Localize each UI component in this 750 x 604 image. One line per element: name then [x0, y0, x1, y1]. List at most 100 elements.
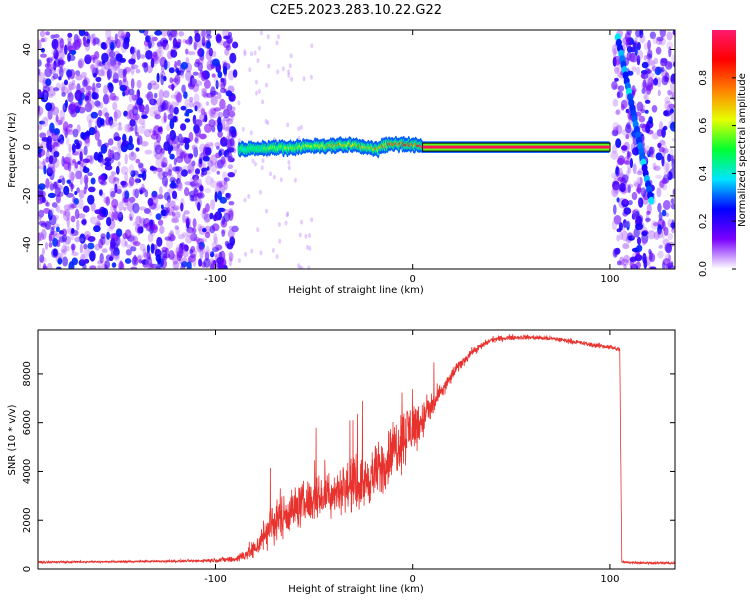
noise-blob	[94, 125, 98, 134]
noise-blob	[156, 41, 163, 47]
noise-blob	[75, 70, 81, 76]
noise-blob	[166, 106, 173, 114]
noise-blob	[110, 242, 115, 250]
noise-blob	[623, 263, 627, 269]
noise-blob	[168, 84, 176, 90]
noise-blob	[181, 246, 186, 254]
noise-blob	[132, 235, 139, 245]
noise-blob	[137, 173, 145, 178]
noise-blob	[68, 171, 75, 181]
noise-blob	[60, 245, 68, 256]
noise-blob	[138, 30, 145, 34]
x-tick-label: -100	[204, 574, 227, 585]
noise-blob	[174, 225, 179, 230]
noise-blob	[287, 165, 291, 171]
noise-blob	[221, 229, 226, 237]
noise-blob	[43, 36, 48, 43]
noise-blob	[169, 153, 175, 160]
noise-blob	[196, 48, 202, 57]
noise-blob	[200, 30, 206, 38]
noise-blob	[75, 170, 82, 180]
noise-blob	[59, 38, 65, 49]
noise-blob	[43, 164, 47, 175]
noise-blob	[77, 58, 85, 69]
noise-blob	[110, 65, 117, 74]
noise-blob	[617, 155, 625, 165]
noise-blob	[59, 49, 65, 59]
noise-blob	[138, 258, 142, 264]
noise-blob	[265, 82, 268, 88]
noise-blob	[202, 155, 210, 162]
noise-blob	[639, 30, 644, 39]
noise-blob	[104, 112, 110, 118]
noise-blob	[119, 35, 124, 41]
noise-blob	[129, 216, 133, 221]
noise-blob	[113, 177, 120, 182]
noise-blob	[112, 176, 120, 187]
noise-blob	[108, 174, 117, 184]
noise-blob	[202, 92, 209, 99]
noise-blob	[286, 211, 290, 217]
noise-blob	[200, 108, 206, 115]
noise-blob	[38, 39, 42, 51]
noise-blob	[111, 198, 119, 209]
noise-blob	[79, 243, 83, 254]
noise-blob	[612, 182, 617, 189]
noise-blob	[162, 41, 166, 50]
noise-blob	[87, 172, 93, 177]
noise-blob	[275, 40, 279, 46]
noise-blob	[83, 243, 88, 250]
noise-blob	[232, 41, 239, 49]
noise-blob	[211, 58, 220, 67]
noise-blob	[222, 108, 230, 119]
noise-blob	[208, 47, 213, 57]
noise-blob	[194, 32, 201, 43]
noise-blob	[185, 48, 189, 55]
colorbar-tick-label: 0.6	[698, 118, 709, 134]
noise-blob	[67, 70, 71, 81]
noise-blob	[166, 123, 171, 132]
noise-blob	[641, 61, 649, 69]
noise-blob	[154, 30, 163, 36]
noise-blob	[100, 233, 106, 240]
noise-blob	[276, 69, 280, 75]
noise-blob	[106, 216, 112, 227]
noise-blob	[628, 235, 635, 241]
noise-blob	[214, 211, 223, 221]
noise-blob	[218, 180, 225, 187]
noise-blob	[149, 202, 157, 210]
noise-blob	[56, 239, 61, 247]
noise-blob	[189, 96, 194, 103]
noise-blob	[662, 161, 671, 171]
noise-blob	[615, 124, 623, 135]
noise-blob	[622, 243, 630, 250]
noise-blob	[132, 106, 139, 116]
noise-blob	[630, 47, 636, 53]
noise-blob	[125, 249, 132, 256]
noise-blob	[70, 215, 76, 223]
noise-blob	[130, 64, 135, 75]
noise-blob	[47, 93, 54, 98]
noise-blob	[60, 86, 69, 95]
noise-blob	[667, 154, 674, 161]
noise-blob	[55, 114, 59, 123]
noise-blob	[665, 163, 669, 173]
noise-blob	[39, 30, 46, 38]
noise-blob	[61, 116, 65, 122]
noise-blob	[196, 102, 203, 114]
noise-blob	[168, 250, 175, 260]
noise-blob	[213, 233, 218, 243]
noise-blob	[143, 62, 149, 73]
noise-blob	[48, 242, 53, 248]
noise-blob	[101, 248, 108, 253]
noise-blob	[66, 217, 70, 228]
noise-blob	[185, 234, 193, 244]
noise-blob	[167, 113, 174, 121]
noise-blob	[201, 88, 207, 93]
noise-blob	[672, 30, 675, 36]
spectrogram-marks	[38, 30, 675, 269]
noise-blob	[230, 116, 234, 121]
noise-blob	[638, 115, 646, 123]
noise-blob	[172, 37, 178, 49]
